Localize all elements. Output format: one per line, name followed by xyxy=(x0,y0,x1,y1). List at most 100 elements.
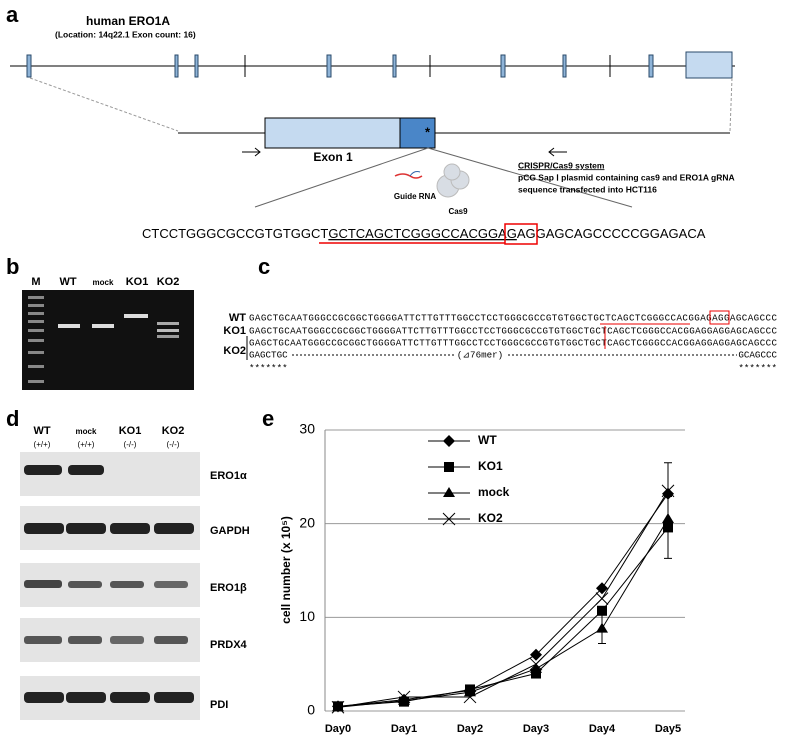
x-tick-label: Day0 xyxy=(325,723,351,735)
primer-r xyxy=(548,147,567,157)
system-title: CRISPR/Cas9 system xyxy=(518,160,605,170)
panel-label: c xyxy=(258,254,270,279)
lane-label: mock xyxy=(76,427,97,436)
y-axis-label: cell number (x 10⁵) xyxy=(279,516,293,624)
protein-label: PRDX4 xyxy=(210,639,248,651)
legend-label: KO2 xyxy=(478,511,503,525)
conserved: ******* xyxy=(738,362,777,373)
panel-label: b xyxy=(6,254,19,279)
exon-label: Exon 1 xyxy=(313,150,353,164)
x-tick-label: Day1 xyxy=(391,723,417,735)
panel-e: e cell number (x 10⁵) 0 10 20 30 Day0 Day1 Day… xyxy=(262,406,685,735)
marker xyxy=(662,512,674,523)
marker xyxy=(531,668,541,679)
marker xyxy=(530,662,542,673)
gel xyxy=(22,290,194,390)
x-tick-label: Day2 xyxy=(457,723,483,735)
sequence: GAGCTGC xyxy=(249,349,288,360)
legend-marker xyxy=(442,512,456,526)
genotype: (+/+) xyxy=(78,440,95,449)
panel-label: a xyxy=(6,2,19,27)
site-mark: * xyxy=(425,124,431,139)
protein-label: ERO1β xyxy=(210,582,247,594)
ladder xyxy=(28,296,44,383)
marker xyxy=(595,592,609,605)
marker xyxy=(398,694,410,705)
cas9-icon xyxy=(436,163,470,198)
exon1-target xyxy=(399,117,436,149)
series-line xyxy=(337,490,669,708)
seq-grna: GCTCAGCTCGGGCCACGGAG xyxy=(328,226,517,241)
panel-d: d WT (+/+) mock (+/+) KO1 (-/-) KO2 (-/-… xyxy=(6,406,250,720)
marker xyxy=(530,648,542,661)
system-text: sequence transfected into HCT116 xyxy=(518,184,657,194)
marker xyxy=(597,605,607,616)
seq-pam: AGG xyxy=(517,226,546,241)
marker xyxy=(663,522,673,533)
y-tick-label: 10 xyxy=(299,608,315,624)
sequence: GCAGCCC xyxy=(738,349,777,360)
protein-label: PDI xyxy=(210,699,228,711)
protein-label: ERO1α xyxy=(210,470,247,482)
protein-label: GAPDH xyxy=(210,525,250,537)
lane-label: KO1 xyxy=(119,425,142,437)
lane-label: WT xyxy=(59,276,76,288)
x-tick-label: Day4 xyxy=(589,723,616,735)
panel-a: a human ERO1A (Location: 14q22.1 Exon co… xyxy=(6,2,735,245)
gene-info: (Location: 14q22.1 Exon count: 16) xyxy=(55,29,196,39)
marker xyxy=(596,622,608,633)
marker xyxy=(463,690,477,704)
introns xyxy=(244,55,611,77)
legend-label: KO1 xyxy=(478,459,503,473)
grna-icon xyxy=(409,171,421,177)
marker xyxy=(331,700,345,714)
system-text: pCG Sap Ⅰ plasmid containing cas9 and ER… xyxy=(518,172,735,182)
row-label: KO1 xyxy=(223,325,246,337)
genotype: (-/-) xyxy=(124,440,137,449)
grna-icon xyxy=(394,173,423,179)
sequence: GAGCTGCAATGGGCCGCGGCTGGGGATTCTTGTTTGGCCT… xyxy=(249,337,777,348)
target-sequence: CTCCTGGGCGCCGTGTGGCTGCTCAGCTCGGGCCACGGAG… xyxy=(142,226,706,241)
y-tick-label: 30 xyxy=(299,421,315,437)
legend-marker xyxy=(443,435,455,447)
panel-c: c WT KO1 KO2 GAGCTGCAATGGGCCGCGGCTGGGGAT… xyxy=(223,254,777,374)
series-line xyxy=(337,493,669,707)
pam-box xyxy=(709,310,730,325)
marker xyxy=(397,690,411,704)
lane-label: KO1 xyxy=(126,276,149,288)
lane-label: M xyxy=(31,276,40,288)
x-tick-label: Day3 xyxy=(523,723,549,735)
conserved: ******* xyxy=(249,362,288,373)
genotype: (-/-) xyxy=(167,440,180,449)
marker xyxy=(661,484,675,498)
gel-bands xyxy=(58,314,179,338)
lane-label: KO2 xyxy=(157,276,180,288)
legend-label: WT xyxy=(478,433,497,447)
y-tick-label: 20 xyxy=(299,514,315,530)
sequence: GAGCTGCAATGGGCCGCGGCTGGGGATTCTTGTTTGGCCT… xyxy=(249,312,777,323)
panel-label: d xyxy=(6,406,19,431)
y-tick-label: 0 xyxy=(307,702,315,718)
seq: CTCCTGGGCGCCGTGTGGCT xyxy=(142,226,328,241)
seq: AGCAGCCCCCGGAGACA xyxy=(546,226,706,241)
genotype: (+/+) xyxy=(34,440,51,449)
marker xyxy=(596,582,608,595)
guide-rna: Guide RNA xyxy=(394,192,436,201)
legend-marker xyxy=(444,462,454,472)
lane-label: mock xyxy=(93,278,114,287)
blot-bands xyxy=(24,465,194,703)
exons xyxy=(26,51,733,79)
primer-f xyxy=(242,147,261,157)
legend-label: mock xyxy=(478,485,510,499)
zoom-lines xyxy=(29,77,733,132)
marker xyxy=(332,701,344,712)
panel-label: e xyxy=(262,406,274,431)
series-line xyxy=(337,527,669,707)
row-label: WT xyxy=(229,312,246,324)
deletion-label: (⊿76mer) xyxy=(457,349,503,360)
marker xyxy=(529,657,543,671)
panel-b: b M WT mock KO1 KO2 xyxy=(6,254,194,390)
zoom-lines xyxy=(254,147,633,208)
exon1 xyxy=(264,117,401,149)
